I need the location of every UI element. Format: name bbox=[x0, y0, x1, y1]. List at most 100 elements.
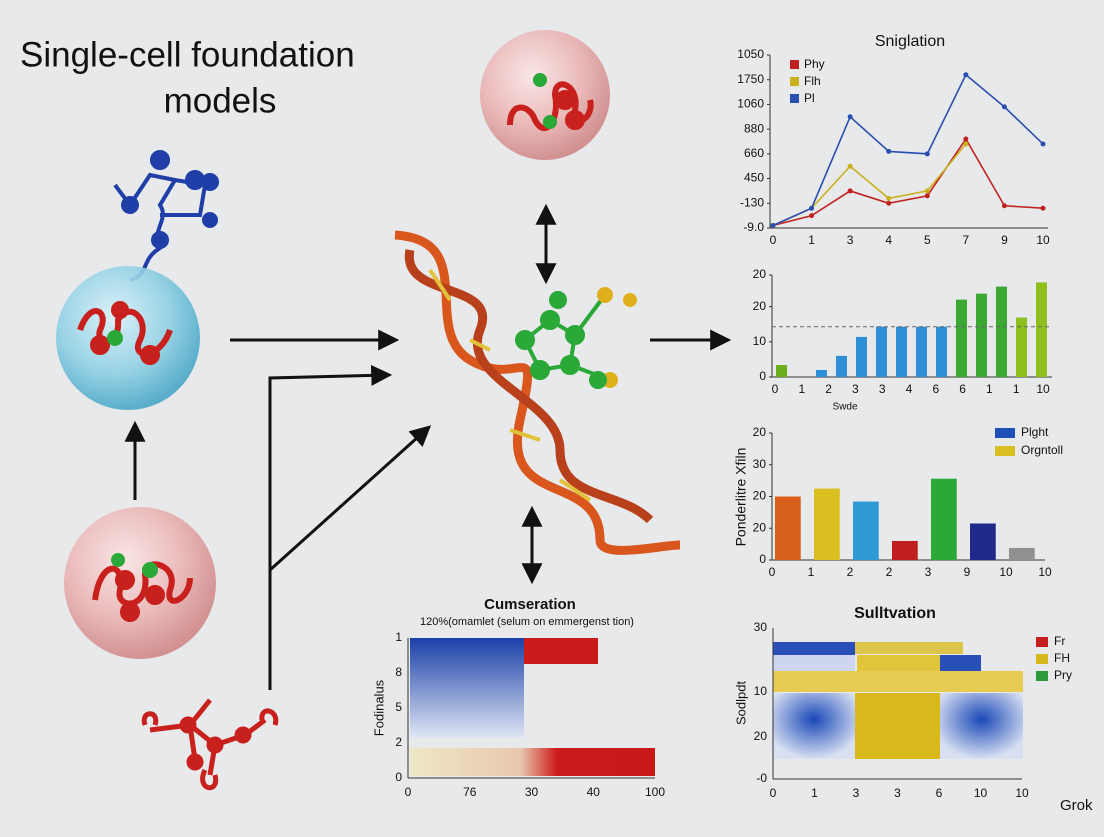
y-tick-label: 20 bbox=[753, 299, 767, 313]
y-tick-label: 20 bbox=[753, 489, 767, 503]
bar bbox=[896, 326, 907, 377]
x-tick-label: 1 bbox=[1013, 382, 1020, 396]
legend-swatch bbox=[1036, 637, 1048, 647]
x-tick-label: 6 bbox=[936, 786, 943, 800]
bar bbox=[814, 488, 840, 560]
x-tick-label: 3 bbox=[925, 565, 932, 579]
bar bbox=[996, 286, 1007, 377]
y-tick-label: 10 bbox=[753, 334, 767, 348]
x-tick-label: 30 bbox=[525, 785, 539, 799]
y-tick-label: -9.0 bbox=[743, 220, 764, 234]
legend-label: Fr bbox=[1054, 634, 1065, 648]
protein bbox=[141, 698, 279, 791]
bar bbox=[876, 326, 887, 377]
y-tick-label: 1750 bbox=[737, 72, 764, 86]
y-tick-label: 20 bbox=[753, 267, 767, 281]
y-tick-label: 2 bbox=[395, 735, 402, 749]
y-tick-label: 5 bbox=[395, 700, 402, 714]
x-tick-label: 0 bbox=[405, 785, 412, 799]
y-tick-label: 30 bbox=[753, 457, 767, 471]
y-tick-label: -0 bbox=[756, 771, 767, 785]
cell-sphere bbox=[64, 507, 216, 659]
x-tick-label: 0 bbox=[770, 786, 777, 800]
x-tick-label: 4 bbox=[885, 233, 892, 247]
x-tick-label: 0 bbox=[772, 382, 779, 396]
chart-title: Sniglation bbox=[875, 33, 945, 50]
bar bbox=[1016, 317, 1027, 377]
legend-label: FH bbox=[1054, 651, 1070, 665]
y-tick-label: 20 bbox=[753, 425, 767, 439]
protein bbox=[507, 73, 594, 131]
band-chart-fills bbox=[410, 638, 655, 776]
x-tick-label: 7 bbox=[963, 233, 970, 247]
legend-swatch bbox=[790, 77, 799, 86]
x-tick-label: 0 bbox=[769, 565, 776, 579]
bar bbox=[956, 299, 967, 377]
y-tick-label: 1050 bbox=[737, 47, 764, 61]
y-tick-label: 880 bbox=[744, 121, 764, 135]
x-tick-label: 2 bbox=[847, 565, 854, 579]
y-tick-label: 0 bbox=[759, 552, 766, 566]
bar bbox=[1009, 547, 1035, 560]
cell-sphere bbox=[480, 30, 610, 160]
watermark: Grok bbox=[1060, 797, 1093, 814]
protein bbox=[92, 553, 193, 622]
legend-swatch bbox=[790, 94, 799, 103]
line bbox=[772, 137, 1044, 227]
chart-title: Sulltvation bbox=[854, 605, 936, 622]
x-tick-label: 1 bbox=[808, 565, 815, 579]
bar bbox=[816, 369, 827, 377]
legend-swatch bbox=[1036, 654, 1048, 664]
legend-label: Pl bbox=[804, 91, 815, 105]
x-tick-label: 10 bbox=[1038, 565, 1052, 579]
title-line: Single-cell foundation bbox=[20, 35, 355, 74]
bar bbox=[970, 523, 996, 560]
x-tick-label: 3 bbox=[852, 382, 859, 396]
x-tick-label: 2 bbox=[886, 565, 893, 579]
bar bbox=[856, 336, 867, 377]
y-tick-label: 20 bbox=[754, 729, 768, 743]
y-tick-label: 450 bbox=[744, 171, 764, 185]
x-tick-label: 9 bbox=[1001, 233, 1008, 247]
bar bbox=[776, 365, 787, 377]
y-tick-label: 0 bbox=[395, 770, 402, 784]
legend-label: Plght bbox=[1021, 425, 1049, 439]
bar bbox=[936, 326, 947, 377]
x-tick-label: 9 bbox=[964, 565, 971, 579]
arrows bbox=[124, 203, 732, 690]
bar bbox=[976, 293, 987, 377]
y-tick-label: -130 bbox=[740, 195, 764, 209]
title-line: models bbox=[164, 81, 277, 120]
chart-subtitle: 120%(omamlet (selum on emmergenst tion) bbox=[420, 616, 634, 628]
x-axis-label: Swde bbox=[832, 402, 857, 413]
legend-label: Orgntoll bbox=[1021, 443, 1063, 457]
bar bbox=[931, 478, 957, 560]
bar bbox=[775, 496, 801, 560]
legend-swatch bbox=[1036, 671, 1048, 681]
legend-swatch bbox=[790, 60, 799, 69]
y-tick-label: 20 bbox=[753, 520, 767, 534]
x-tick-label: 3 bbox=[847, 233, 854, 247]
bar bbox=[892, 540, 918, 560]
x-tick-label: 2 bbox=[825, 382, 832, 396]
x-tick-label: 1 bbox=[808, 233, 815, 247]
protein bbox=[77, 301, 173, 365]
y-tick-label: 1060 bbox=[737, 97, 764, 111]
x-tick-label: 10 bbox=[974, 786, 988, 800]
bar bbox=[916, 326, 927, 377]
y-tick-label: 30 bbox=[754, 620, 768, 634]
x-tick-label: 1 bbox=[798, 382, 805, 396]
bar bbox=[1036, 282, 1047, 377]
line bbox=[772, 73, 1044, 227]
legend-swatch bbox=[995, 446, 1015, 456]
x-tick-label: 76 bbox=[463, 785, 477, 799]
y-axis-label: Fodinalus bbox=[371, 679, 386, 736]
ligand bbox=[515, 287, 637, 389]
y-axis-label: Sodlpdt bbox=[733, 681, 748, 725]
legend-label: Flh bbox=[804, 74, 821, 88]
heatmap-cells bbox=[773, 642, 1023, 759]
y-axis-label: Ponderlitre Xfiln bbox=[733, 448, 749, 547]
x-tick-label: 6 bbox=[932, 382, 939, 396]
legend-swatch bbox=[995, 428, 1015, 438]
